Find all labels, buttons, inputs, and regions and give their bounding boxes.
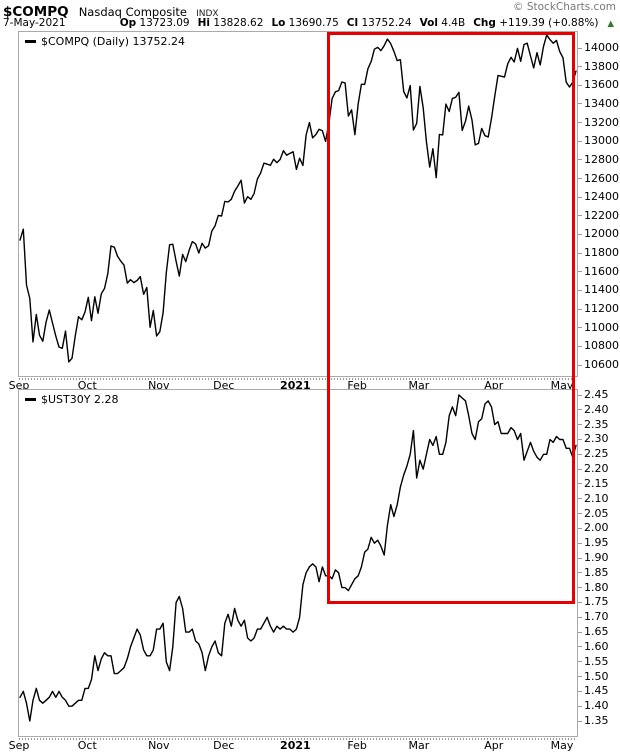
y-axis-label: 2.05 <box>578 507 609 520</box>
title-row: © StockCharts.com $COMPQ Nasdaq Composit… <box>3 1 616 20</box>
y-axis-label: 2.25 <box>578 447 609 460</box>
y-axis-label: 1.75 <box>578 595 609 608</box>
y-axis-label: 11400 <box>578 283 619 296</box>
x-axis-label: May <box>550 379 574 392</box>
x-axis-label: Mar <box>408 379 430 392</box>
x-axis-label: Oct <box>77 379 97 392</box>
y-axis-label: 1.60 <box>578 640 609 653</box>
legend-line-swatch <box>25 40 36 43</box>
ust30y-yield-line <box>19 394 577 722</box>
x-axis-label: 2021 <box>280 379 311 392</box>
compq-y-axis: 14000 13800 13600 13400 13200 13000 12800 12600… <box>578 31 620 377</box>
y-axis-label: 1.85 <box>578 566 609 579</box>
y-axis-label: 13600 <box>578 78 619 91</box>
y-axis-label: 2.15 <box>578 477 609 490</box>
quote-field-lo: Lo 13690.75 <box>271 16 339 29</box>
y-axis-label: 13800 <box>578 60 619 73</box>
y-axis-label: 12000 <box>578 227 619 240</box>
y-axis-label: 11000 <box>578 321 619 334</box>
x-axis-label: Feb <box>347 739 367 752</box>
y-axis-label: 10600 <box>578 358 619 371</box>
x-axis-label: Apr <box>484 379 504 392</box>
y-axis-label: 12800 <box>578 153 619 166</box>
compq-line-chart <box>19 34 577 363</box>
y-axis-label: 2.00 <box>578 521 609 534</box>
x-axis-label: Sep <box>8 739 30 752</box>
quote-row: 7-May-2021 Op 13723.09 Hi 13828.62 Lo 1369… <box>3 17 614 29</box>
ust30y-line-chart <box>19 394 577 722</box>
quote-field-hi: Hi 13828.62 <box>197 16 264 29</box>
ust30y-legend-label: $UST30Y 2.28 <box>41 393 119 406</box>
quote-date: 7-May-2021 <box>3 16 66 29</box>
ust30y-y-axis: 2.45 2.40 2.35 2.30 2.25 2.20 2.15 2.10 2.05 2.00… <box>578 388 620 737</box>
y-axis-label: 12600 <box>578 172 619 185</box>
y-axis-label: 1.35 <box>578 714 609 727</box>
x-axis-label: Nov <box>148 379 170 392</box>
y-axis-label: 1.45 <box>578 684 609 697</box>
compq-legend: $COMPQ (Daily) 13752.24 <box>25 35 185 48</box>
x-axis-label: Dec <box>213 739 235 752</box>
y-axis-label: 1.65 <box>578 625 609 638</box>
x-axis-label: Dec <box>213 379 235 392</box>
compq-plot-area: $COMPQ (Daily) 13752.24 <box>18 31 578 377</box>
y-axis-label: 12400 <box>578 190 619 203</box>
quote-field-vol: Vol 4.4B <box>419 16 466 29</box>
y-axis-label: 2.35 <box>578 418 609 431</box>
compq-price-line <box>19 34 577 363</box>
compq-x-axis: Sep Oct Nov Dec 2021 Feb Mar Apr May <box>9 379 578 392</box>
x-axis-label: Mar <box>408 739 430 752</box>
y-axis-label: 1.90 <box>578 551 609 564</box>
ust30y-legend: $UST30Y 2.28 <box>25 393 118 406</box>
x-axis-label: May <box>550 739 574 752</box>
x-axis-label: Apr <box>484 739 504 752</box>
compq-x-axis-ticks <box>19 378 577 380</box>
y-axis-label: 2.30 <box>578 432 609 445</box>
x-axis-label: 2021 <box>280 739 311 752</box>
y-axis-label: 2.40 <box>578 403 609 416</box>
y-axis-label: 13200 <box>578 116 619 129</box>
up-arrow-icon: ▲ <box>607 18 614 29</box>
quote-field-op: Op 13723.09 <box>119 16 190 29</box>
y-axis-label: 14000 <box>578 41 619 54</box>
y-axis-label: 1.40 <box>578 699 609 712</box>
legend-line-swatch <box>25 398 36 401</box>
quote-field-cl: Cl 13752.24 <box>346 16 412 29</box>
quote-field-chg: Chg +119.39 (+0.88%) <box>473 16 599 29</box>
y-axis-label: 2.10 <box>578 492 609 505</box>
y-axis-label: 1.50 <box>578 670 609 683</box>
copyright-text: © StockCharts.com <box>513 1 616 13</box>
ticker-name: Nasdaq Composite <box>78 5 188 19</box>
ust30y-x-axis: Sep Oct Nov Dec 2021 Feb Mar Apr May <box>9 739 578 752</box>
y-axis-label: 12200 <box>578 209 619 222</box>
x-axis-label: Nov <box>148 739 170 752</box>
y-axis-label: 11600 <box>578 265 619 278</box>
x-axis-label: Feb <box>347 379 367 392</box>
y-axis-label: 11800 <box>578 246 619 259</box>
y-axis-label: 1.70 <box>578 610 609 623</box>
ust30y-x-axis-ticks <box>19 738 577 740</box>
y-axis-label: 1.80 <box>578 581 609 594</box>
ticker-symbol: $COMPQ <box>3 4 69 20</box>
y-axis-label: 2.20 <box>578 462 609 475</box>
y-axis-label: 11200 <box>578 302 619 315</box>
x-axis-label: Sep <box>8 379 30 392</box>
quote-strip: Op 13723.09 Hi 13828.62 Lo 13690.75 Cl 1375… <box>120 17 614 29</box>
y-axis-label: 10800 <box>578 339 619 352</box>
y-axis-label: 2.45 <box>578 388 609 401</box>
ust30y-plot-area: $UST30Y 2.28 <box>18 389 578 737</box>
ticker-exchange: INDX <box>196 9 219 19</box>
x-axis-label: Oct <box>77 739 97 752</box>
y-axis-label: 13400 <box>578 97 619 110</box>
compq-legend-label: $COMPQ (Daily) 13752.24 <box>41 35 186 48</box>
y-axis-label: 1.95 <box>578 536 609 549</box>
y-axis-label: 1.55 <box>578 655 609 668</box>
y-axis-label: 13000 <box>578 134 619 147</box>
